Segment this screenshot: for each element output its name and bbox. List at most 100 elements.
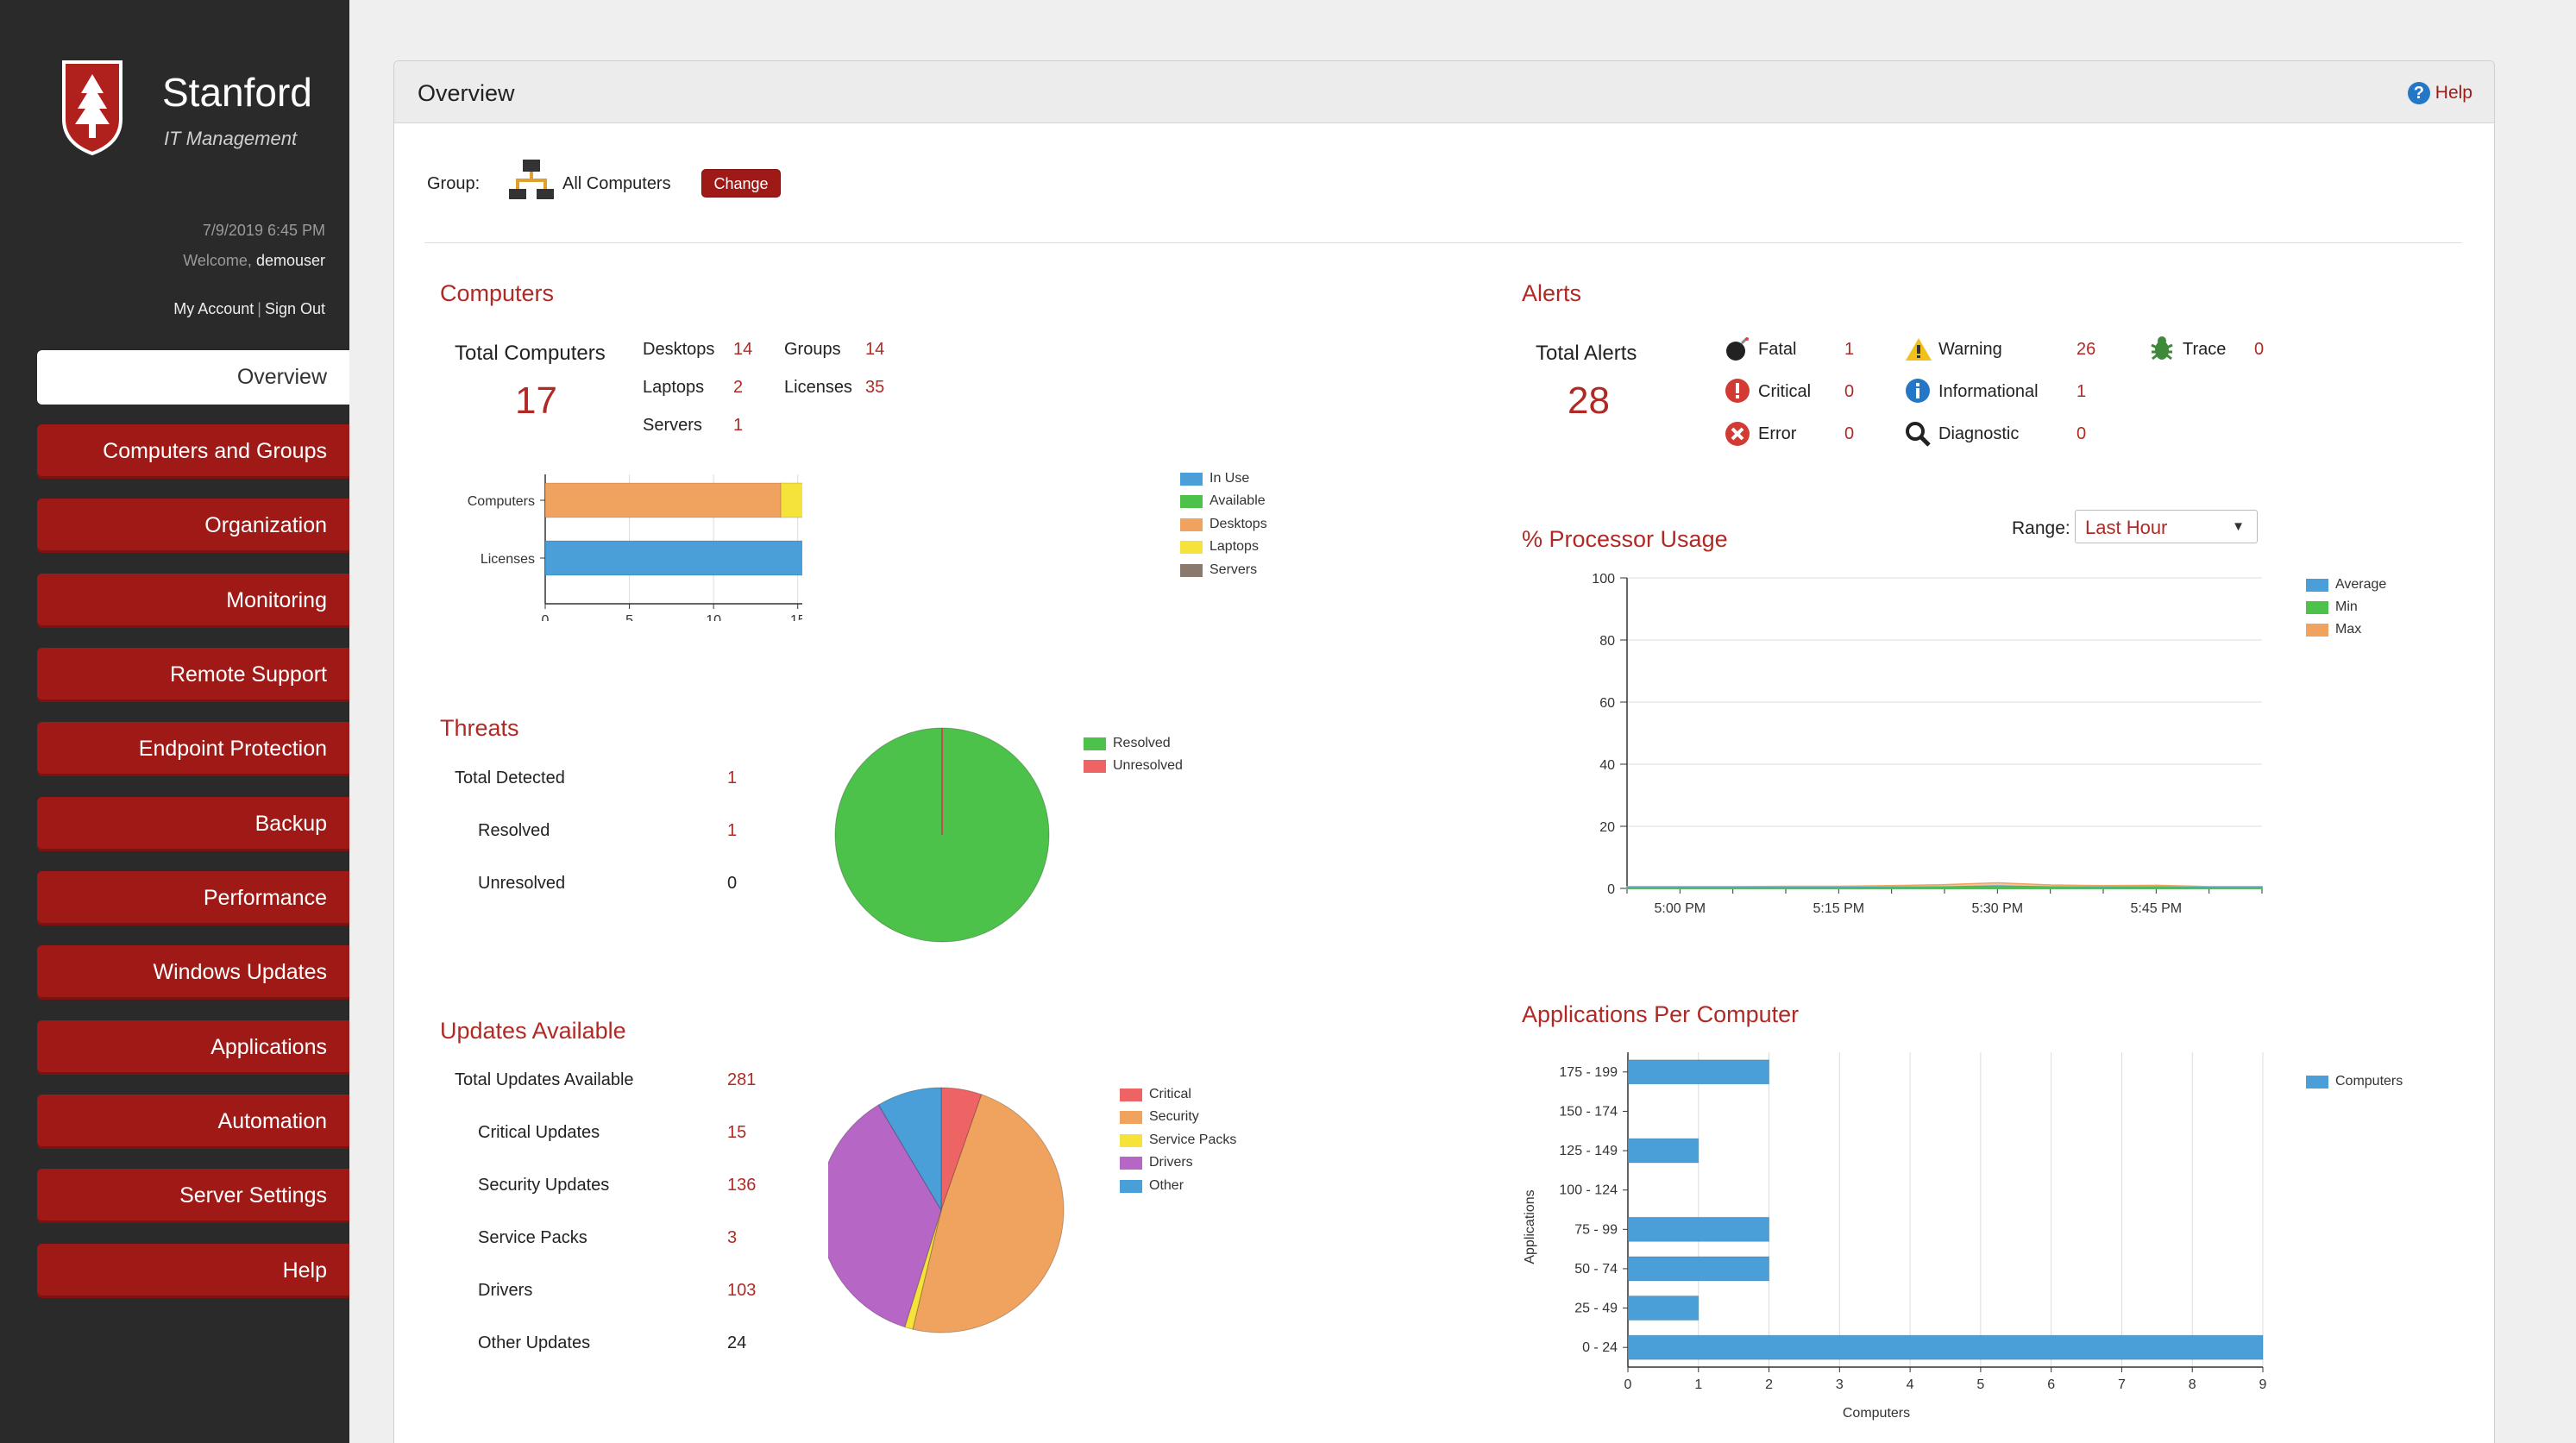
range-select[interactable]: Last Hour ▼ <box>2075 510 2258 543</box>
unresolved-value: 0 <box>727 874 738 893</box>
warning-label: Warning <box>1938 340 2002 359</box>
network-group-icon <box>509 160 554 199</box>
diagnostic-label: Diagnostic <box>1938 424 2020 443</box>
tick-label-x: 8 <box>2189 1377 2196 1392</box>
legend-label: Critical <box>1149 1087 1191 1101</box>
divider <box>424 242 2462 243</box>
sidebar-item-monitoring[interactable]: Monitoring <box>37 574 349 628</box>
groups-value: 14 <box>865 340 885 359</box>
category-label: Licenses <box>481 552 535 567</box>
legend-label: Max <box>2335 622 2362 637</box>
sidebar-item-help[interactable]: Help <box>37 1244 349 1298</box>
total-computers-label: Total Computers <box>455 342 606 365</box>
tick-label-y: 80 <box>1599 634 1615 649</box>
change-group-button[interactable]: Change <box>701 169 781 198</box>
x-axis-label: Computers <box>1843 1406 1910 1421</box>
overview-panel: Overview ? Help <box>393 60 2495 1443</box>
sign-out-link[interactable]: Sign Out <box>264 300 325 317</box>
help-label: Help <box>2435 83 2472 103</box>
laptops-value: 2 <box>733 378 744 397</box>
help-link[interactable]: ? Help <box>2407 82 2472 104</box>
sidebar-item-overview[interactable]: Overview <box>37 350 349 405</box>
threats-title: Threats <box>440 715 519 741</box>
sidebar-item-windows-updates[interactable]: Windows Updates <box>37 945 349 1000</box>
tick-label-x: 4 <box>1907 1377 1914 1392</box>
sidebar-item-backup[interactable]: Backup <box>37 797 349 851</box>
sidebar-item-performance[interactable]: Performance <box>37 871 349 925</box>
bar <box>1627 1138 1700 1164</box>
bar <box>1627 1296 1700 1321</box>
critical-alert-value: 0 <box>1844 382 1855 401</box>
category-label: 25 - 49 <box>1574 1302 1618 1316</box>
service-packs-label: Service Packs <box>478 1228 587 1247</box>
bomb-icon <box>1726 337 1749 361</box>
informational-value: 1 <box>2077 382 2087 401</box>
panel-header: Overview ? Help <box>394 61 2494 123</box>
legend-service-packs: Service Packs <box>1120 1132 1236 1148</box>
category-label: 150 - 174 <box>1559 1104 1618 1119</box>
sidebar-item-remote-support[interactable]: Remote Support <box>37 648 349 702</box>
group-label: Group: <box>427 174 481 193</box>
fatal-value: 1 <box>1844 340 1855 359</box>
tick-label-x: 7 <box>2118 1377 2126 1392</box>
tick-label-y: 0 <box>1607 882 1615 897</box>
sidebar-item-applications[interactable]: Applications <box>37 1020 349 1075</box>
tick-label-x: 6 <box>2047 1377 2055 1392</box>
swatch <box>1120 1088 1142 1101</box>
category-label: 100 - 124 <box>1559 1183 1618 1198</box>
error-value: 0 <box>1844 424 1855 443</box>
tick-label-x: 5 <box>625 613 633 621</box>
tick-label-x: 15 <box>790 613 802 621</box>
legend-label: Security <box>1149 1109 1199 1124</box>
tick-label-y: 60 <box>1599 696 1615 711</box>
category-label: 125 - 149 <box>1559 1144 1618 1158</box>
category-label: 50 - 74 <box>1574 1262 1618 1277</box>
servers-label: Servers <box>643 416 702 435</box>
sidebar-item-automation[interactable]: Automation <box>37 1095 349 1149</box>
bar <box>1627 1334 2264 1360</box>
sidebar-item-computers-and-groups[interactable]: Computers and Groups <box>37 424 349 479</box>
unresolved-label: Unresolved <box>478 874 566 893</box>
sidebar-item-organization[interactable]: Organization <box>37 499 349 553</box>
brand-tagline: IT Management <box>164 128 298 149</box>
drivers-value: 103 <box>727 1281 757 1300</box>
groups-label: Groups <box>784 340 841 359</box>
legend-average: Average <box>2306 577 2386 593</box>
swatch <box>1180 494 1203 508</box>
security-updates-value: 136 <box>727 1176 757 1195</box>
legend-label: Average <box>2335 577 2387 592</box>
processor-title: % Processor Usage <box>1522 526 1728 552</box>
page-title: Overview <box>418 80 515 106</box>
welcome-prefix: Welcome, <box>183 252 252 269</box>
tick-label-x: 0 <box>1624 1377 1632 1392</box>
swatch <box>1120 1156 1142 1170</box>
other-updates-label: Other Updates <box>478 1333 591 1352</box>
account-links: My Account | Sign Out <box>173 300 325 318</box>
sidebar-item-endpoint-protection[interactable]: Endpoint Protection <box>37 722 349 776</box>
sidebar: Stanford IT Management 7/9/2019 6:45 PM … <box>0 0 349 1443</box>
info-circle-icon <box>1906 379 1930 403</box>
category-label: 75 - 99 <box>1574 1222 1618 1237</box>
legend-security: Security <box>1120 1109 1199 1125</box>
my-account-link[interactable]: My Account <box>173 300 254 317</box>
legend-label: Desktops <box>1209 517 1267 531</box>
resolved-value: 1 <box>727 821 738 840</box>
servers-value: 1 <box>733 416 744 435</box>
legend-label: Computers <box>2335 1074 2403 1089</box>
tick-label-x: 5 <box>1976 1377 1984 1392</box>
legend-critical: Critical <box>1120 1087 1191 1102</box>
computers-licenses-chart: 05101520253035ComputersLicenses <box>468 474 802 621</box>
x-circle-icon <box>1725 422 1750 446</box>
tick-label-y: 40 <box>1599 758 1615 773</box>
sidebar-item-server-settings[interactable]: Server Settings <box>37 1169 349 1223</box>
trace-value: 0 <box>2254 340 2265 359</box>
legend-computers: Computers <box>2306 1074 2403 1089</box>
legend-label: Drivers <box>1149 1155 1193 1170</box>
legend-max: Max <box>2306 622 2361 637</box>
critical-alert-label: Critical <box>1758 382 1812 401</box>
warning-value: 26 <box>2077 340 2096 359</box>
updates-title: Updates Available <box>440 1018 626 1044</box>
pie-slice <box>940 1087 983 1211</box>
other-updates-value: 24 <box>727 1333 747 1352</box>
link-separator: | <box>257 300 261 317</box>
